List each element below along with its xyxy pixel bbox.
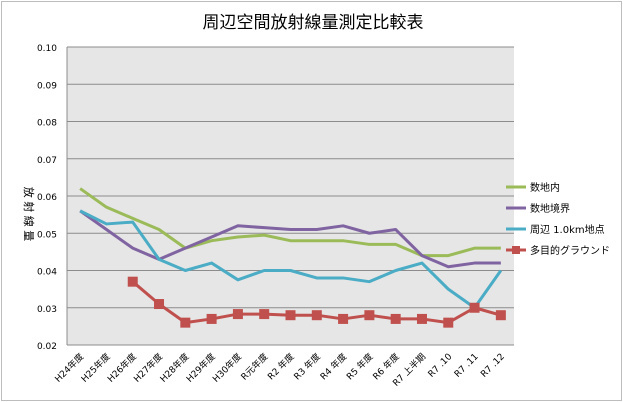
y-tick-label: 0.08 — [37, 119, 57, 129]
legend-label: 数地内 — [530, 181, 560, 194]
legend-marker — [512, 246, 520, 254]
chart-title: 周辺空間放射線量測定比較表 — [203, 13, 424, 33]
y-tick-label: 0.02 — [37, 342, 57, 352]
y-tick-label: 0.05 — [37, 230, 57, 240]
legend-label: 多目的グラウンド — [530, 244, 610, 257]
data-point — [232, 309, 243, 320]
data-point — [285, 310, 296, 321]
series-line-0 — [79, 187, 501, 258]
x-tick-label: R3 年度 — [291, 351, 323, 383]
data-point — [469, 302, 480, 313]
legend-label: 周辺 1.0km地点 — [530, 223, 605, 236]
x-tick-label: H30年度 — [210, 351, 244, 385]
data-point — [364, 310, 375, 321]
data-point — [180, 317, 191, 328]
x-tick-label: R7 .11 — [453, 352, 481, 380]
y-axis-label: 放 射 線 量 — [22, 187, 36, 242]
data-point — [495, 310, 506, 321]
y-tick-label: 0.03 — [37, 305, 57, 315]
data-point — [154, 299, 165, 310]
x-tick-label: R元年度 — [238, 351, 270, 383]
series-line-2 — [79, 209, 503, 310]
data-point — [127, 276, 138, 287]
y-tick-label: 0.07 — [37, 156, 57, 166]
x-tick-label: R7 .10 — [427, 352, 455, 380]
x-tick-label: R7 .12 — [479, 352, 507, 380]
data-point — [443, 317, 454, 328]
y-tick-label: 0.09 — [37, 81, 57, 91]
data-point — [390, 313, 401, 324]
x-tick-label: R5 年度 — [344, 351, 376, 383]
series-line-1 — [79, 209, 501, 269]
data-point — [259, 309, 270, 320]
data-point — [338, 313, 349, 324]
y-tick-label: 0.04 — [37, 268, 57, 278]
y-tick-label: 0.10 — [37, 44, 57, 54]
data-point — [206, 313, 217, 324]
data-point — [311, 310, 322, 321]
legend-label: 数地境界 — [530, 202, 570, 215]
data-point — [416, 313, 427, 324]
x-tick-label: R2 年度 — [265, 351, 297, 383]
y-tick-label: 0.06 — [37, 193, 57, 203]
x-tick-label: R4 年度 — [318, 351, 350, 383]
